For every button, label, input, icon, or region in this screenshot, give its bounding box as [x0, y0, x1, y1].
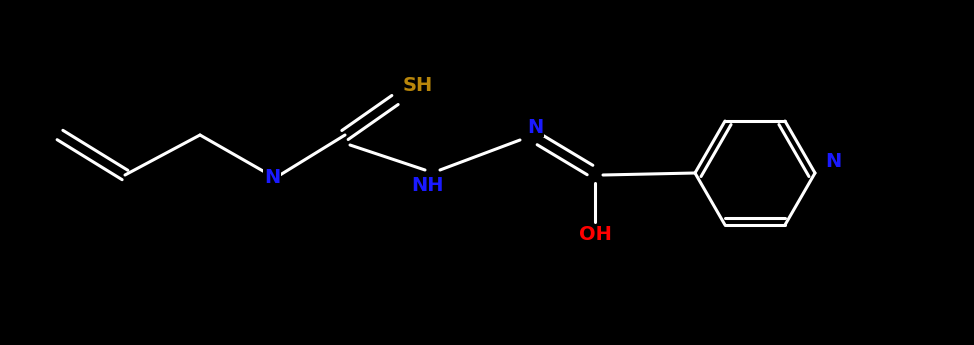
Text: SH: SH [403, 76, 433, 95]
Text: OH: OH [579, 226, 612, 245]
Text: NH: NH [412, 176, 444, 195]
Text: N: N [825, 151, 842, 170]
Text: N: N [527, 118, 543, 137]
Text: N: N [264, 168, 281, 187]
